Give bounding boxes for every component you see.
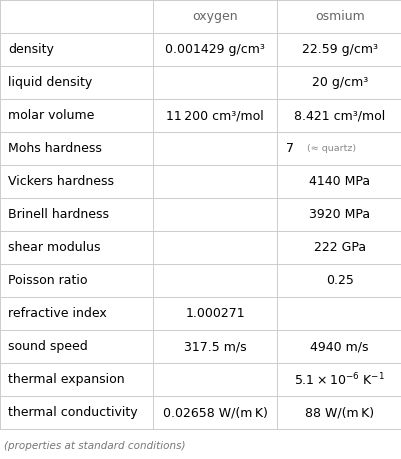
Text: 8.421 cm³/mol: 8.421 cm³/mol [294, 109, 384, 122]
Text: Vickers hardness: Vickers hardness [8, 175, 114, 188]
Text: liquid density: liquid density [8, 76, 92, 89]
Text: oxygen: oxygen [192, 10, 237, 23]
Text: Mohs hardness: Mohs hardness [8, 142, 102, 155]
Text: 0.02658 W/(m K): 0.02658 W/(m K) [162, 406, 267, 419]
Text: molar volume: molar volume [8, 109, 94, 122]
Text: 4140 MPa: 4140 MPa [308, 175, 369, 188]
Text: refractive index: refractive index [8, 307, 107, 320]
Text: density: density [8, 43, 54, 56]
Text: thermal conductivity: thermal conductivity [8, 406, 137, 419]
Text: 1.000271: 1.000271 [185, 307, 244, 320]
Text: 20 g/cm³: 20 g/cm³ [311, 76, 367, 89]
Text: 11 200 cm³/mol: 11 200 cm³/mol [166, 109, 263, 122]
Text: sound speed: sound speed [8, 340, 87, 353]
Text: $5.1 \times 10^{-6}\ \mathrm{K}^{-1}$: $5.1 \times 10^{-6}\ \mathrm{K}^{-1}$ [294, 371, 384, 388]
Text: osmium: osmium [314, 10, 364, 23]
Text: 22.59 g/cm³: 22.59 g/cm³ [301, 43, 377, 56]
Text: Brinell hardness: Brinell hardness [8, 208, 109, 221]
Text: Poisson ratio: Poisson ratio [8, 274, 87, 287]
Text: 222 GPa: 222 GPa [313, 241, 365, 254]
Text: 3920 MPa: 3920 MPa [308, 208, 369, 221]
Text: thermal expansion: thermal expansion [8, 373, 124, 386]
Text: 0.001429 g/cm³: 0.001429 g/cm³ [165, 43, 264, 56]
Text: 4940 m/s: 4940 m/s [310, 340, 368, 353]
Text: 88 W/(m K): 88 W/(m K) [304, 406, 373, 419]
Text: 7: 7 [286, 142, 294, 155]
Text: 317.5 m/s: 317.5 m/s [183, 340, 246, 353]
Text: shear modulus: shear modulus [8, 241, 100, 254]
Text: (≈ quartz): (≈ quartz) [306, 144, 355, 153]
Text: 0.25: 0.25 [325, 274, 353, 287]
Text: (properties at standard conditions): (properties at standard conditions) [4, 441, 185, 451]
